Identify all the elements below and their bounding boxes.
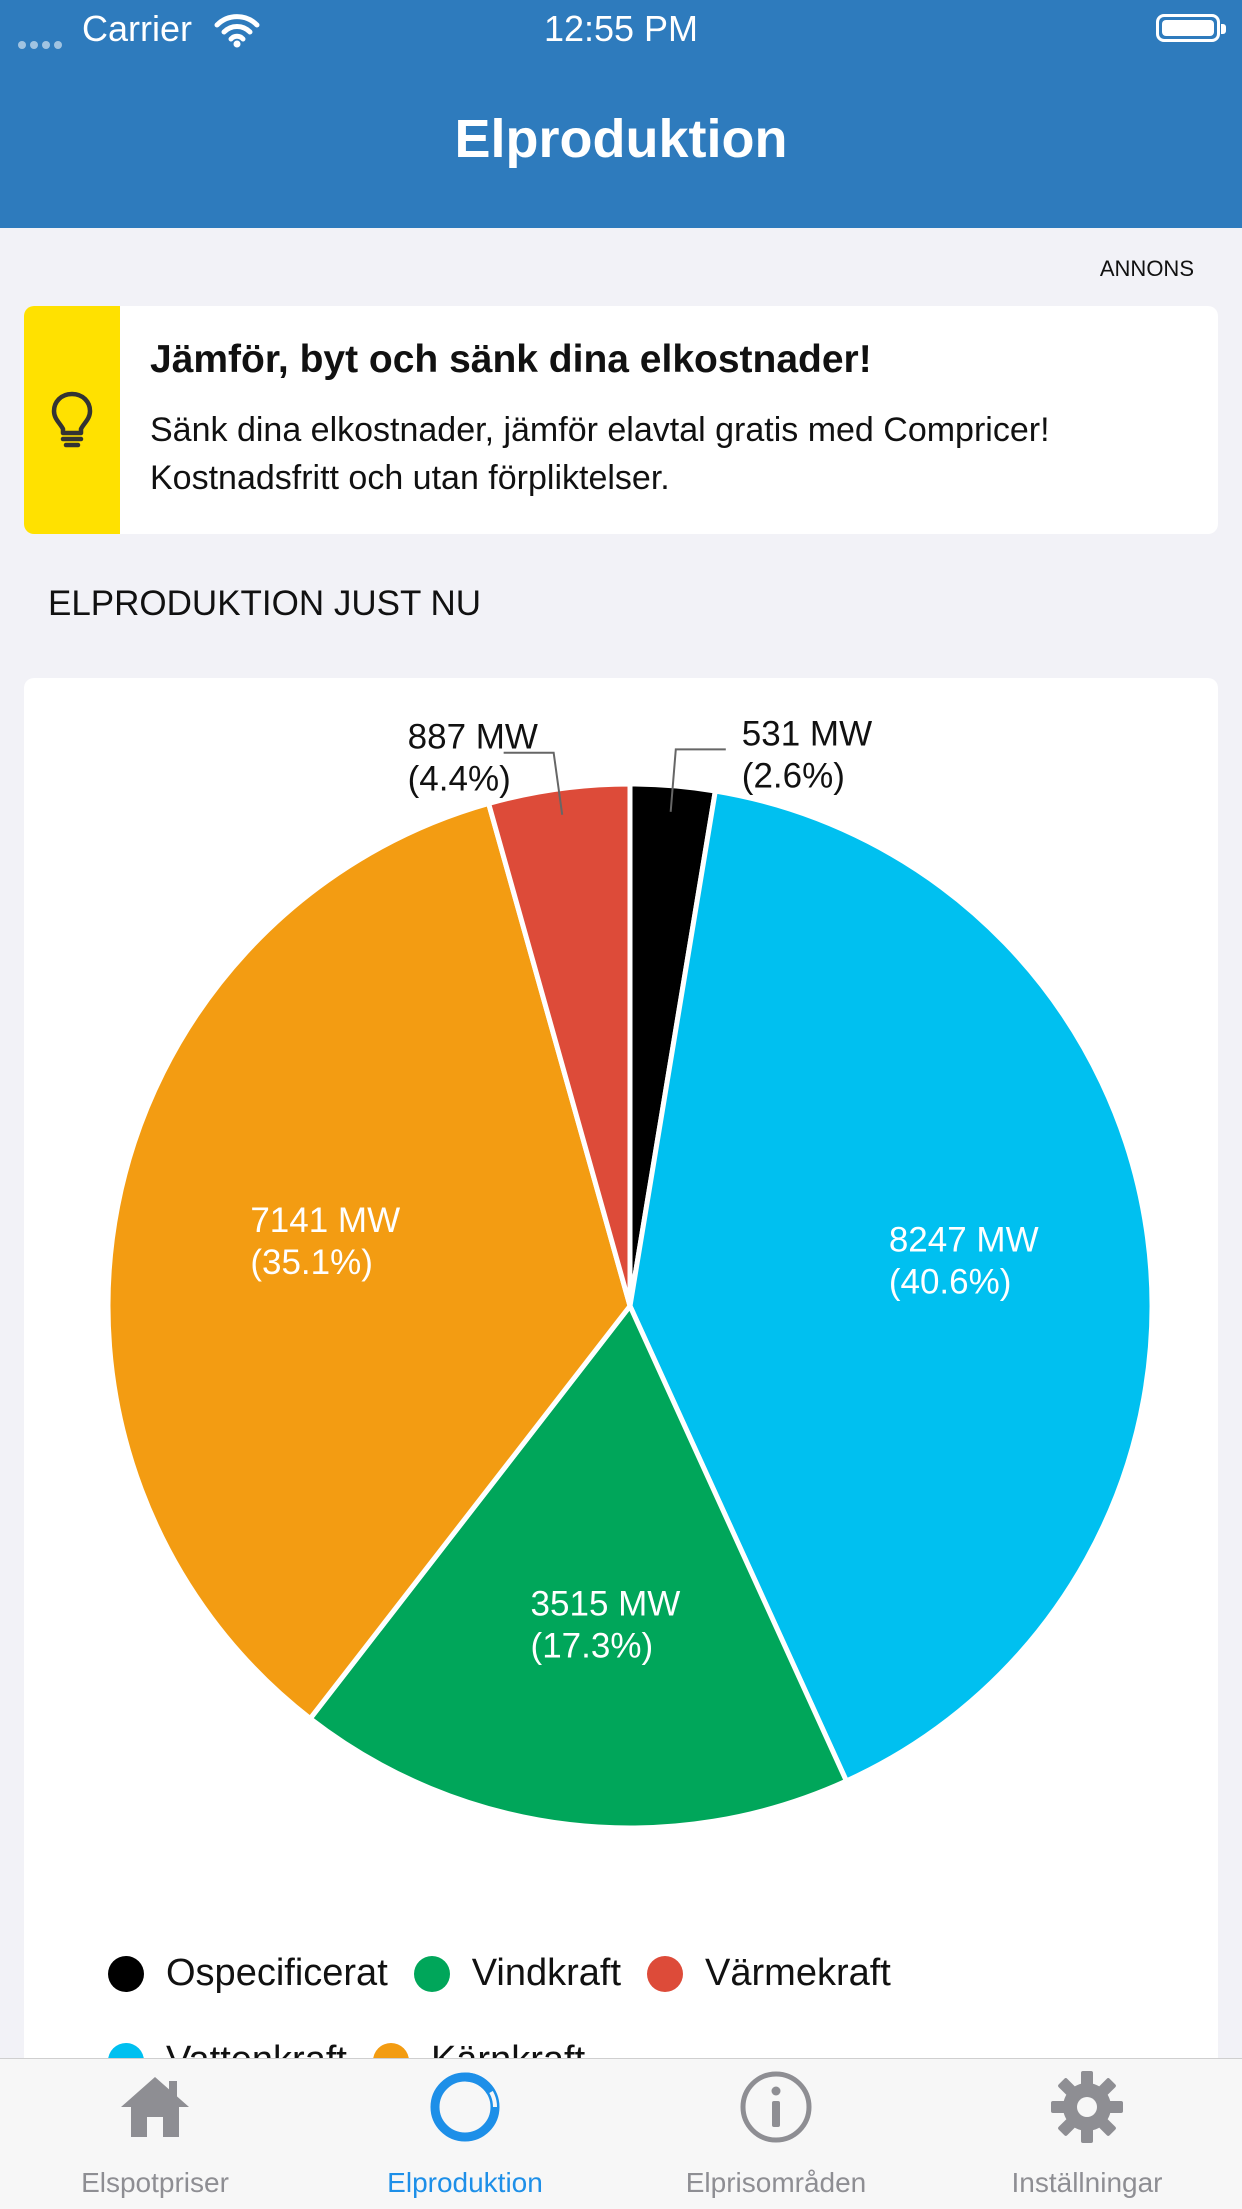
label-leader-line [503,751,564,815]
slice-value-label: 3515 MW [531,1584,681,1623]
slice-value-label: 8247 MW [889,1221,1039,1260]
legend-swatch [413,1955,450,1992]
lightbulb-icon [51,391,93,448]
legend-row: Ospecificerat Vindkraft Värmekraft [108,1930,917,2017]
tab-label: Inställningar [1011,2167,1163,2198]
status-time: 12:55 PM [543,8,699,49]
tab-bar: Elspotpriser Elproduktion Elprisområden … [0,2058,1242,2209]
section-title: ELPRODUKTION JUST NU [48,584,482,623]
label-leader-line [669,748,726,812]
tab-elproduktion[interactable]: Elproduktion [310,2059,620,2209]
slice-value-label: 7141 MW [250,1201,400,1240]
production-chart-card: 531 MW (2.6%) 8247 MW (40.6%) 3515 MW (17.3%)… [24,678,1218,2081]
slice-percent-label: (40.6%) [889,1263,1012,1302]
house-icon [121,2077,189,2137]
tab-label: Elproduktion [387,2167,543,2198]
wifi-icon [214,14,260,48]
ad-body: Sänk dina elkostnader, jämför elavtal gr… [150,411,1050,497]
tab-label: Elspotpriser [81,2167,229,2198]
slice-value-label: 887 MW [408,718,538,757]
legend-item: Vindkraft [413,1952,622,1995]
info-icon [740,2071,812,2143]
slice-label-varmekraft: 887 MW(4.4%) [408,718,564,815]
pie-slice-karnkraft[interactable] [105,801,633,1722]
ad-title: Jämför, byt och sänk dina elkostnader! [150,338,872,381]
legend-label: Värmekraft [705,1952,891,1994]
gear-icon [1051,2071,1123,2143]
page-title: Elproduktion [454,109,788,169]
legend-label: Ospecificerat [166,1952,388,1994]
status-bar: Carrier 12:55 PM [0,0,1242,60]
slice-label-vattenkraft: 8247 MW(40.6%) [889,1221,1039,1302]
ad-label: ANNONS [1099,256,1194,281]
slice-percent-label: (4.4%) [408,760,511,799]
pie-slice-vattenkraft[interactable] [627,788,1155,1784]
ad-accent-stripe [24,306,120,534]
pie-slice-vindkraft[interactable] [307,1303,849,1831]
ring-chart-icon [430,2072,500,2142]
legend-swatch [647,1955,684,1992]
slice-percent-label: (2.6%) [742,756,845,795]
legend-label: Vindkraft [471,1952,622,1994]
slice-label-ospecificerat: 531 MW(2.6%) [669,714,872,812]
slice-label-karnkraft: 7141 MW(35.1%) [250,1201,400,1282]
legend-item: Ospecificerat [108,1952,388,1995]
battery-icon [1156,14,1226,42]
slice-percent-label: (17.3%) [531,1626,654,1665]
legend-swatch [108,1955,144,1992]
production-pie-chart: 531 MW(2.6%) 8247 MW(40.6%) 3515 MW(17.3%)… [105,714,1155,1831]
slice-value-label: 531 MW [742,714,872,753]
carrier-name: Carrier [82,8,193,49]
signal-strength-icon [18,36,66,54]
navigation-header: Carrier 12:55 PM Elproduktion [0,0,1242,228]
ad-banner[interactable]: Jämför, byt och sänk dina elkostnader! S… [24,306,1218,534]
tab-elprisomraden[interactable]: Elprisområden [621,2059,931,2209]
tab-elspotpriser[interactable]: Elspotpriser [0,2059,310,2209]
tab-label: Elprisområden [685,2167,867,2198]
legend-item: Värmekraft [647,1952,891,1995]
slice-percent-label: (35.1%) [250,1243,373,1282]
tab-installningar[interactable]: Inställningar [932,2059,1242,2209]
slice-label-vindkraft: 3515 MW(17.3%) [531,1584,681,1665]
